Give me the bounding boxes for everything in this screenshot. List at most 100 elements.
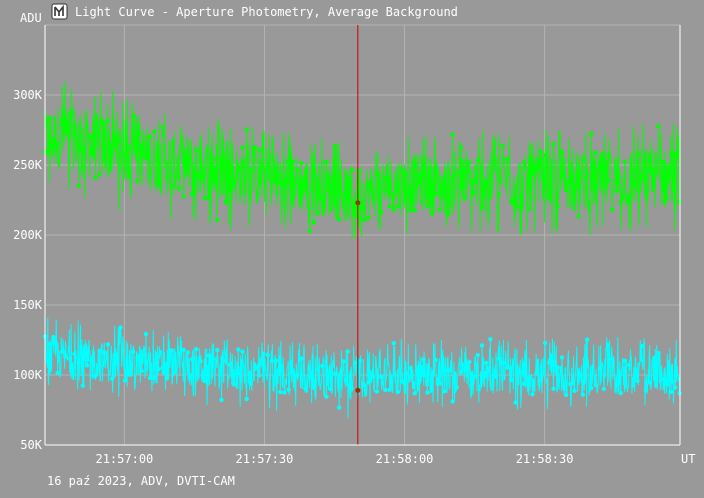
data-point	[269, 358, 275, 364]
data-point	[227, 187, 233, 193]
data-point	[374, 172, 380, 177]
data-point	[139, 368, 144, 374]
data-point	[80, 383, 86, 388]
data-point	[387, 204, 392, 209]
data-point	[475, 158, 480, 163]
data-point	[408, 208, 413, 213]
data-point	[219, 397, 224, 403]
data-point	[173, 183, 178, 189]
data-point	[551, 386, 556, 391]
data-point	[358, 168, 363, 174]
data-point	[475, 352, 480, 358]
data-point	[84, 125, 90, 130]
data-point	[131, 349, 136, 355]
data-point	[59, 349, 64, 354]
data-point	[223, 200, 228, 205]
data-point	[547, 194, 552, 199]
data-point	[391, 341, 396, 346]
x-tick-label: 21:57:30	[236, 452, 294, 466]
data-point	[484, 178, 489, 184]
data-point	[492, 141, 497, 147]
data-point	[404, 371, 409, 376]
data-point	[668, 152, 674, 157]
data-point	[173, 369, 178, 375]
data-point	[89, 358, 94, 363]
data-point	[530, 392, 535, 397]
data-point	[622, 159, 628, 164]
data-point	[198, 173, 203, 179]
data-point	[656, 350, 661, 356]
data-point	[668, 389, 674, 394]
data-point	[496, 356, 501, 361]
data-point	[320, 195, 325, 200]
data-point	[597, 366, 602, 371]
data-point	[294, 166, 300, 172]
data-point	[189, 192, 195, 197]
data-point	[530, 171, 535, 176]
data-point	[89, 134, 94, 139]
data-point	[63, 354, 69, 359]
data-point	[328, 206, 333, 212]
data-point	[244, 396, 249, 402]
data-point	[446, 368, 451, 373]
data-point	[400, 379, 405, 384]
data-point	[76, 360, 81, 366]
data-point	[517, 370, 522, 375]
data-point	[236, 167, 241, 172]
data-point	[168, 184, 174, 190]
data-point	[68, 356, 73, 361]
data-point	[517, 205, 522, 210]
data-point	[257, 373, 262, 378]
data-point	[126, 144, 132, 150]
tick-labels: 50K 100K 150K 200K 250K 300K 21:57:00 21:57:30 2…	[13, 88, 573, 466]
data-point	[454, 170, 459, 175]
data-point	[286, 157, 291, 163]
data-point	[362, 383, 367, 388]
data-point	[240, 145, 245, 150]
x-tick-label: 21:57:00	[95, 452, 153, 466]
data-point	[467, 359, 472, 365]
data-point	[463, 196, 468, 201]
x-tick-label: 21:58:30	[516, 452, 574, 466]
data-point	[265, 165, 270, 170]
data-point	[164, 376, 170, 381]
tangra-logo-icon[interactable]	[51, 3, 68, 20]
series-line	[44, 81, 680, 240]
data-point	[513, 194, 518, 200]
data-point	[261, 167, 266, 172]
data-point	[379, 374, 384, 380]
data-point	[555, 203, 560, 209]
data-point	[471, 190, 476, 195]
data-point	[643, 388, 649, 393]
data-point	[110, 150, 115, 156]
data-point	[652, 182, 657, 187]
time-cursor[interactable]	[355, 25, 361, 445]
x-tick-label: 21:58:00	[376, 452, 434, 466]
data-point	[534, 167, 539, 172]
data-point	[353, 360, 359, 365]
data-point	[450, 132, 455, 137]
y-tick-label: 50K	[20, 438, 42, 452]
data-point	[105, 118, 111, 123]
data-point	[215, 347, 220, 353]
data-point	[294, 372, 300, 377]
data-point	[63, 121, 69, 127]
data-point	[231, 178, 237, 184]
data-point	[160, 125, 165, 130]
data-point	[215, 217, 220, 223]
data-point	[626, 195, 632, 201]
data-point	[273, 358, 279, 363]
data-point	[55, 370, 60, 376]
data-point	[320, 363, 325, 369]
data-point	[484, 360, 489, 366]
data-point	[610, 207, 615, 213]
data-point	[286, 387, 291, 392]
data-point	[635, 151, 640, 156]
data-point	[139, 143, 144, 148]
data-point	[521, 381, 527, 386]
data-point	[479, 205, 485, 211]
data-point	[152, 375, 157, 380]
data-point	[122, 378, 128, 383]
